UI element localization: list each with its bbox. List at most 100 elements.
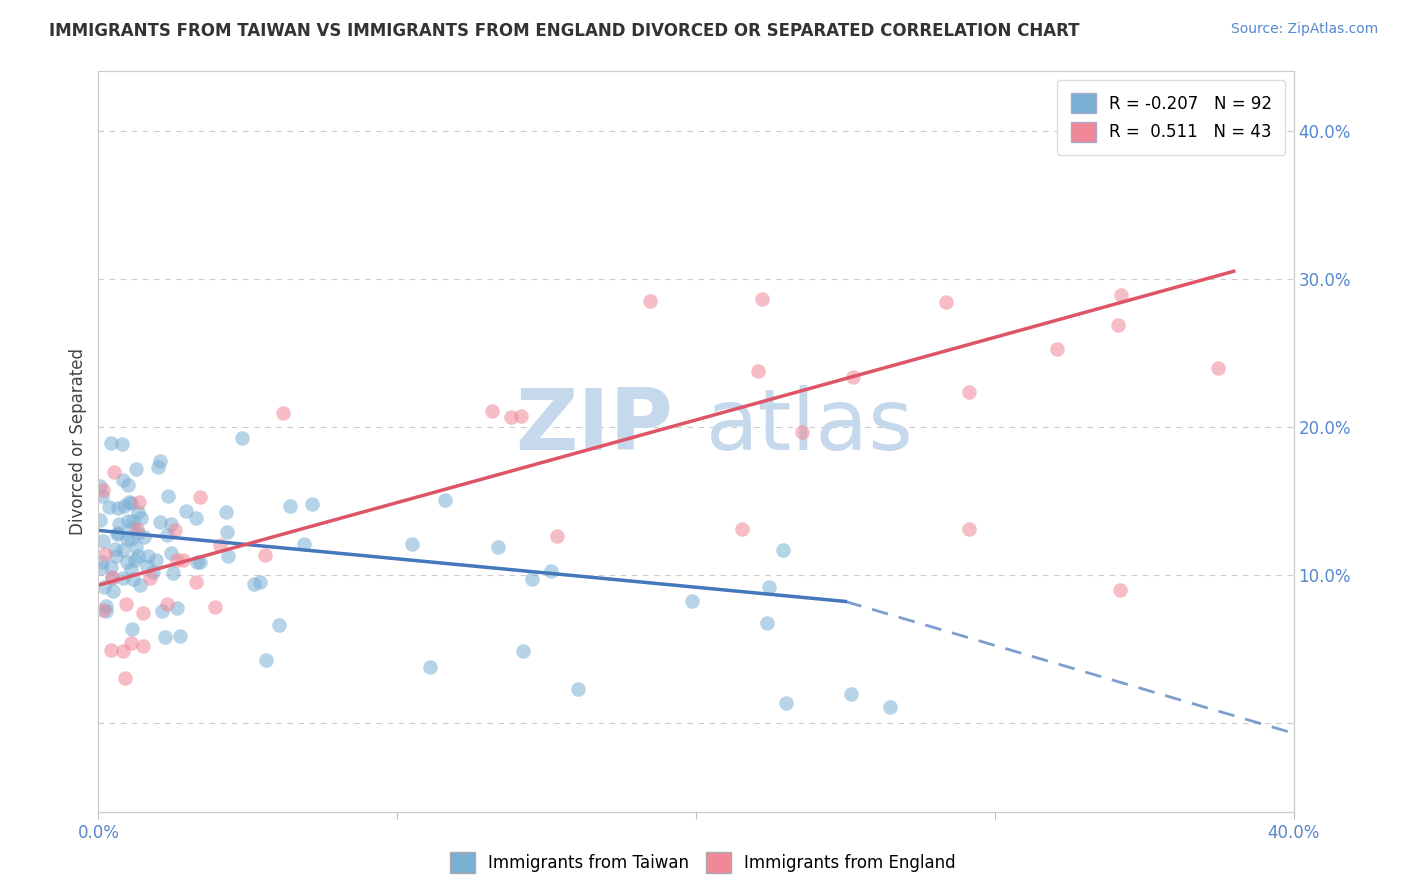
Point [512, 643, 534, 657]
Point [121, 521, 143, 535]
Point [139, 571, 162, 585]
Point [758, 580, 780, 594]
Point [100, 642, 122, 657]
Point [509, 409, 531, 424]
Point [94, 547, 117, 561]
Legend: R = -0.207   N = 92, R =  0.511   N = 43: R = -0.207 N = 92, R = 0.511 N = 43 [1057, 79, 1285, 155]
Point [104, 541, 127, 556]
Point [1206, 361, 1229, 376]
Point [162, 566, 184, 580]
Point [546, 529, 568, 543]
Point [100, 560, 122, 574]
Point [134, 530, 156, 544]
Point [755, 615, 778, 630]
Point [249, 575, 271, 590]
Point [115, 597, 138, 611]
Point [188, 491, 211, 505]
Point [301, 497, 323, 511]
Point [120, 636, 142, 650]
Point [681, 594, 703, 608]
Point [146, 459, 169, 474]
Point [184, 574, 207, 589]
Legend: Immigrants from Taiwan, Immigrants from England: Immigrants from Taiwan, Immigrants from … [443, 846, 963, 880]
Point [481, 404, 503, 418]
Point [935, 295, 957, 310]
Point [169, 629, 191, 643]
Point [186, 555, 208, 569]
Point [1046, 342, 1069, 356]
Point [111, 437, 134, 451]
Point [91, 603, 114, 617]
Point [772, 543, 794, 558]
Point [121, 496, 143, 510]
Point [125, 540, 148, 554]
Point [278, 500, 301, 514]
Point [567, 682, 589, 697]
Point [127, 522, 149, 536]
Point [135, 559, 157, 574]
Point [93, 580, 115, 594]
Point [217, 524, 239, 539]
Point [540, 564, 562, 578]
Text: IMMIGRANTS FROM TAIWAN VS IMMIGRANTS FROM ENGLAND DIVORCED OR SEPARATED CORRELAT: IMMIGRANTS FROM TAIWAN VS IMMIGRANTS FRO… [49, 22, 1080, 40]
Point [401, 537, 423, 551]
Point [156, 597, 179, 611]
Point [747, 364, 769, 378]
Point [91, 489, 114, 503]
Point [127, 525, 149, 540]
Point [129, 511, 152, 525]
Point [101, 584, 124, 599]
Text: ZIP: ZIP [516, 385, 673, 468]
Point [118, 494, 141, 508]
Text: atlas: atlas [706, 385, 914, 468]
Point [790, 425, 813, 439]
Point [149, 515, 172, 529]
Point [104, 549, 127, 563]
Point [231, 431, 253, 445]
Point [842, 370, 865, 384]
Point [90, 560, 112, 574]
Point [101, 570, 124, 584]
Point [117, 478, 139, 492]
Point [121, 622, 143, 636]
Point [271, 406, 294, 420]
Point [91, 534, 114, 549]
Point [117, 555, 139, 569]
Point [124, 553, 146, 567]
Point [879, 699, 901, 714]
Point [129, 578, 152, 592]
Point [163, 523, 186, 537]
Point [174, 503, 197, 517]
Point [419, 660, 441, 674]
Y-axis label: Divorced or Separated: Divorced or Separated [69, 348, 87, 535]
Point [105, 527, 128, 541]
Point [254, 653, 277, 667]
Point [267, 618, 290, 632]
Point [839, 687, 862, 701]
Point [775, 696, 797, 710]
Point [136, 549, 159, 564]
Point [145, 553, 167, 567]
Point [100, 436, 122, 450]
Point [520, 572, 543, 586]
Point [499, 409, 522, 424]
Point [486, 541, 509, 555]
Point [122, 514, 145, 528]
Point [243, 576, 266, 591]
Point [160, 516, 183, 531]
Text: Source: ZipAtlas.com: Source: ZipAtlas.com [1230, 22, 1378, 37]
Point [1107, 318, 1129, 332]
Point [292, 537, 315, 551]
Point [132, 639, 155, 653]
Point [640, 294, 662, 309]
Point [166, 600, 188, 615]
Point [121, 572, 143, 586]
Point [111, 644, 134, 658]
Point [120, 532, 142, 546]
Point [127, 549, 149, 563]
Point [957, 522, 980, 536]
Point [1109, 288, 1132, 302]
Point [111, 473, 134, 487]
Point [128, 495, 150, 509]
Point [156, 528, 179, 542]
